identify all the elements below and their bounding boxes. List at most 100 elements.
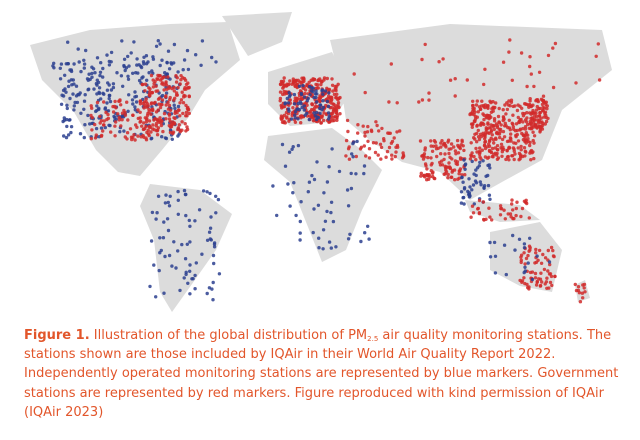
station-marker	[205, 190, 209, 194]
station-marker	[181, 68, 185, 72]
station-marker	[187, 94, 191, 99]
station-marker	[292, 92, 297, 97]
station-marker	[150, 91, 154, 95]
station-marker	[329, 101, 333, 105]
station-marker	[441, 57, 445, 61]
station-marker	[461, 196, 465, 200]
station-marker	[531, 111, 535, 115]
station-marker	[349, 186, 354, 191]
station-marker	[475, 131, 479, 136]
station-marker	[578, 300, 583, 304]
station-marker	[327, 165, 331, 169]
station-marker	[443, 164, 447, 168]
station-marker	[136, 134, 140, 138]
station-marker	[490, 146, 495, 151]
station-marker	[168, 194, 172, 198]
station-marker	[546, 53, 551, 58]
station-marker	[120, 111, 125, 115]
station-marker	[64, 90, 68, 94]
station-marker	[279, 103, 283, 108]
station-marker	[185, 125, 189, 129]
station-marker	[155, 118, 160, 123]
station-marker	[425, 167, 429, 171]
station-marker	[84, 48, 88, 53]
station-marker	[83, 123, 87, 127]
station-marker	[95, 104, 99, 108]
station-marker	[583, 290, 587, 294]
station-marker	[544, 280, 549, 284]
station-marker	[135, 57, 139, 61]
station-marker	[504, 157, 508, 162]
station-marker	[327, 114, 331, 119]
station-marker	[288, 204, 292, 208]
station-marker	[519, 260, 523, 265]
station-marker	[459, 201, 464, 205]
station-marker	[155, 211, 159, 215]
station-marker	[448, 78, 453, 82]
station-marker	[471, 99, 475, 104]
station-marker	[147, 133, 151, 138]
station-marker	[72, 108, 76, 112]
station-marker	[282, 85, 286, 89]
station-marker	[318, 103, 323, 107]
station-marker	[513, 248, 517, 252]
station-marker	[323, 219, 328, 223]
station-marker	[468, 194, 472, 198]
station-marker	[154, 295, 158, 299]
station-marker	[167, 112, 172, 116]
station-marker	[212, 245, 217, 249]
station-marker	[574, 81, 578, 85]
station-marker	[59, 62, 64, 66]
station-marker	[597, 78, 602, 82]
station-marker	[427, 98, 431, 102]
station-marker	[378, 142, 383, 146]
station-marker	[482, 218, 486, 222]
station-marker	[420, 57, 424, 62]
station-marker	[95, 83, 99, 87]
station-marker	[334, 110, 338, 115]
station-marker	[506, 212, 510, 216]
station-marker	[530, 270, 535, 274]
station-marker	[359, 239, 363, 244]
station-marker	[174, 80, 179, 84]
station-marker	[453, 77, 457, 81]
station-marker	[498, 213, 503, 217]
station-marker	[325, 99, 329, 104]
station-marker	[211, 298, 215, 302]
station-marker	[167, 253, 172, 258]
station-marker	[94, 109, 98, 114]
station-marker	[467, 191, 472, 195]
station-marker	[178, 288, 182, 293]
station-marker	[147, 86, 151, 90]
station-marker	[158, 236, 162, 240]
station-marker	[316, 203, 321, 207]
station-marker	[130, 137, 134, 142]
station-marker	[354, 154, 358, 159]
station-marker	[164, 91, 169, 95]
station-marker	[105, 101, 109, 105]
station-marker	[331, 89, 335, 93]
station-marker	[180, 90, 184, 94]
station-marker	[141, 101, 145, 106]
station-marker	[538, 283, 543, 288]
station-marker	[132, 133, 136, 137]
station-marker	[154, 44, 159, 48]
station-marker	[510, 198, 514, 202]
station-marker	[384, 155, 388, 159]
station-marker	[440, 139, 444, 143]
station-marker	[492, 119, 497, 123]
station-marker	[172, 103, 176, 107]
station-marker	[100, 133, 104, 138]
station-marker	[423, 175, 427, 179]
station-marker	[87, 72, 91, 76]
station-marker	[486, 104, 490, 108]
station-marker	[170, 264, 174, 268]
station-marker	[505, 155, 510, 159]
station-marker	[523, 138, 527, 143]
station-marker	[90, 71, 94, 76]
station-marker	[210, 55, 214, 60]
station-marker	[79, 111, 83, 116]
station-marker	[449, 142, 454, 146]
station-marker	[128, 127, 133, 131]
station-marker	[332, 102, 336, 107]
